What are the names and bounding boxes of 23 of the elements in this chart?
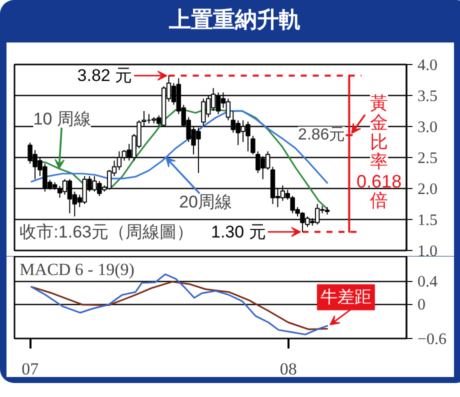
y-tick-label: 3.5 xyxy=(418,88,438,105)
y-tick-label: 1.5 xyxy=(418,212,438,229)
y-tick-label: 3.0 xyxy=(418,119,438,136)
annotation: 牛差距 xyxy=(320,288,372,307)
y-tick-label: 0.4 xyxy=(418,274,438,291)
y-tick-label: 0 xyxy=(418,296,426,314)
x-tick-label: 07 xyxy=(22,360,40,378)
ref-line-label: 3.82 元 xyxy=(77,66,132,86)
y-tick-label: 1.0 xyxy=(418,243,438,260)
y-tick-label: 2.5 xyxy=(418,150,438,167)
x-tick-label: 08 xyxy=(280,360,297,378)
annotation: 2.86元 xyxy=(298,126,346,144)
annotation: 黃金比率0.618倍 xyxy=(356,92,402,211)
chart-title: 上置重納升軌 xyxy=(169,6,301,34)
y-tick-label: 2.0 xyxy=(418,181,438,198)
annotation: MACD 6 - 19(9) xyxy=(20,260,134,280)
annotation: 收市:1.63元（周線圖） xyxy=(20,222,194,242)
annotation: 10 周線 xyxy=(33,110,91,129)
annotation: 20周線 xyxy=(179,192,232,212)
ref-line-label: 1.30 元 xyxy=(211,222,266,242)
y-tick-label: −0.6 xyxy=(418,331,447,348)
candlestick xyxy=(250,135,256,155)
y-tick-label: 4.0 xyxy=(418,57,438,74)
